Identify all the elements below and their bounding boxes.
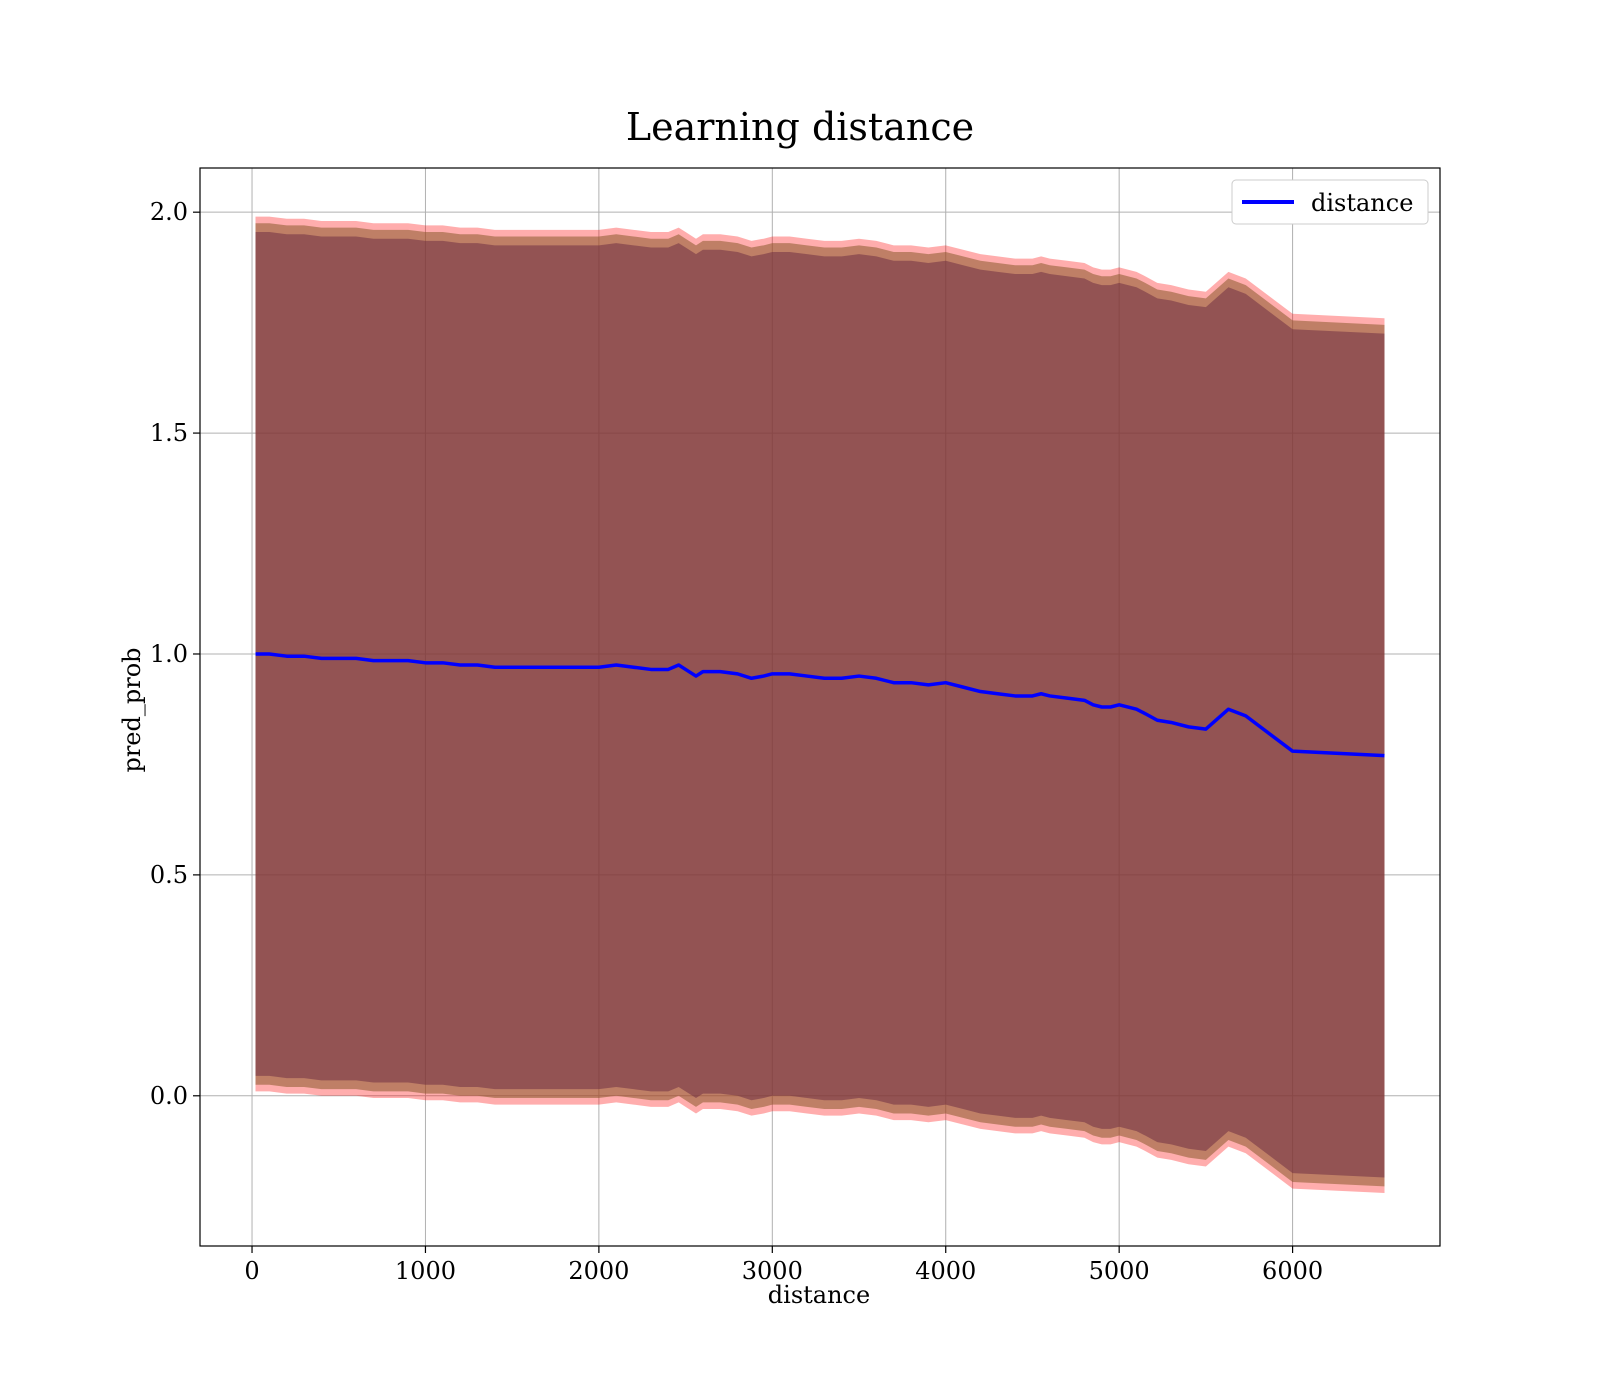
- line-series: [255, 652, 1385, 758]
- legend: distance: [1231, 179, 1429, 225]
- x-axis: 0 1000 2000 3000 4000 5000 6000: [244, 1246, 1323, 1285]
- x-axis-title: distance: [768, 1281, 870, 1309]
- x-tick-label: 3000: [742, 1257, 803, 1285]
- x-tick-label: 0: [244, 1257, 259, 1285]
- y-axis-title: pred_prob: [118, 647, 146, 772]
- distance-line: [255, 652, 1385, 758]
- y-tick-label: 0.5: [150, 861, 188, 889]
- legend-label: distance: [1311, 189, 1413, 217]
- y-axis: 0.0 0.5 1.0 1.5 2.0: [150, 198, 200, 1110]
- x-tick-label: 4000: [915, 1257, 976, 1285]
- x-tick-label: 1000: [395, 1257, 456, 1285]
- band-inner: [255, 232, 1385, 1178]
- legend-box: [1231, 179, 1429, 225]
- plot-frame: [199, 167, 1441, 1247]
- x-tick-label: 6000: [1262, 1257, 1323, 1285]
- y-tick-label: 1.5: [150, 419, 188, 447]
- chart-title: Learning distance: [626, 105, 974, 149]
- x-tick-label: 5000: [1089, 1257, 1150, 1285]
- y-tick-label: 2.0: [150, 198, 188, 226]
- y-tick-label: 1.0: [150, 640, 188, 668]
- uncertainty-bands: [255, 216, 1385, 1193]
- y-tick-label: 0.0: [150, 1082, 188, 1110]
- x-tick-label: 2000: [568, 1257, 629, 1285]
